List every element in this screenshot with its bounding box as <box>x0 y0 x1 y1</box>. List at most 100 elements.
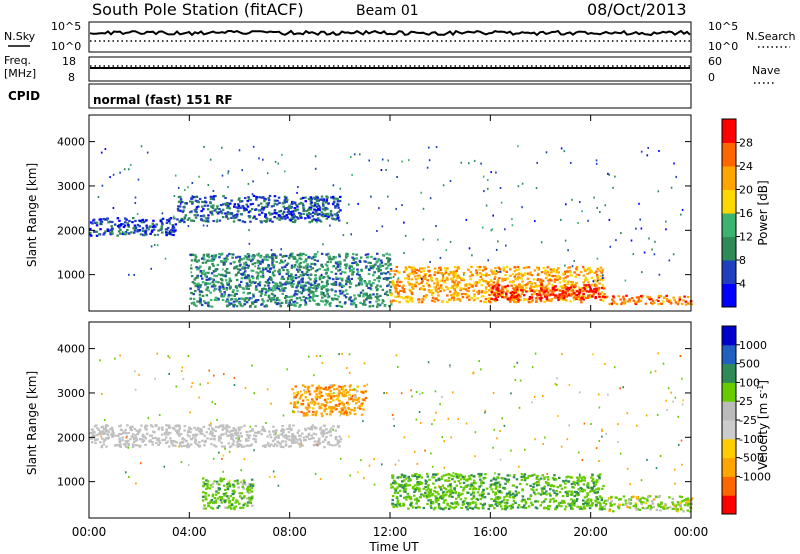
range-cell <box>446 503 449 507</box>
range-cell <box>216 207 219 210</box>
range-cell <box>547 508 550 511</box>
range-cell <box>390 303 393 306</box>
range-cell <box>229 506 232 509</box>
range-cell <box>110 433 113 437</box>
range-cell <box>202 269 205 272</box>
range-cell <box>493 284 497 287</box>
range-cell <box>166 431 169 434</box>
range-cell <box>231 290 235 294</box>
range-cell <box>206 502 210 505</box>
range-cell <box>517 295 521 298</box>
range-cell <box>598 477 601 480</box>
range-cell <box>496 271 500 274</box>
range-cell <box>395 287 398 290</box>
range-cell <box>212 437 215 440</box>
range-cell <box>675 175 677 178</box>
range-cell <box>439 279 443 282</box>
range-cell <box>533 269 537 272</box>
range-cell <box>202 507 205 510</box>
range-cell <box>348 266 351 270</box>
range-cell <box>196 274 199 277</box>
range-cell <box>276 444 279 447</box>
range-cell <box>104 148 107 150</box>
range-cell <box>273 195 277 198</box>
range-cell <box>427 492 430 495</box>
range-cell <box>442 184 445 187</box>
range-cell <box>166 219 169 222</box>
range-cell <box>212 204 215 207</box>
range-cell <box>518 284 522 287</box>
range-cell <box>235 265 239 268</box>
range-cell <box>407 507 410 510</box>
range-cell <box>334 197 337 200</box>
range-cell <box>288 301 291 304</box>
range-cell <box>221 174 224 177</box>
range-cell <box>441 276 445 279</box>
range-cell <box>578 291 581 294</box>
range-cell <box>381 288 385 291</box>
range-cell <box>269 298 273 301</box>
range-cell <box>462 489 465 492</box>
range-cell <box>252 437 255 441</box>
range-cell <box>229 213 232 216</box>
range-cell <box>326 394 330 397</box>
range-cell <box>452 287 456 290</box>
range-cell <box>552 489 555 492</box>
range-cell <box>493 270 496 273</box>
range-cell <box>521 280 524 283</box>
range-cell <box>306 266 309 269</box>
range-cell <box>544 269 548 272</box>
range-cell <box>582 502 585 505</box>
range-cell <box>622 297 626 301</box>
range-cell <box>153 244 156 246</box>
range-cell <box>141 438 144 441</box>
range-cell <box>179 198 183 201</box>
range-cell <box>415 271 418 274</box>
range-cell <box>229 202 232 205</box>
range-cell <box>478 279 481 282</box>
range-cell <box>572 296 576 299</box>
range-cell <box>241 267 244 270</box>
range-cell <box>247 287 250 290</box>
range-cell <box>436 291 440 294</box>
range-cell <box>599 266 603 269</box>
range-cell <box>301 444 304 447</box>
range-cell <box>457 292 460 295</box>
range-cell <box>308 299 312 302</box>
range-cell <box>248 488 251 492</box>
range-cell <box>405 295 408 298</box>
range-cell <box>300 258 303 261</box>
range-cell <box>191 182 194 184</box>
range-cell <box>245 203 248 206</box>
range-cell <box>344 301 347 304</box>
range-cell <box>593 483 596 486</box>
range-cell <box>267 201 271 205</box>
range-cell <box>492 499 496 502</box>
range-cell <box>320 211 323 214</box>
range-cell <box>329 427 333 430</box>
range-cell <box>333 218 336 221</box>
range-cell <box>441 287 444 290</box>
range-cell <box>282 211 286 214</box>
range-cell <box>566 290 569 293</box>
range-cell <box>141 229 145 232</box>
range-cell <box>424 276 427 279</box>
range-cell <box>350 277 353 280</box>
range-cell <box>504 287 508 290</box>
range-cell <box>586 503 589 506</box>
range-cell <box>112 173 115 176</box>
range-cell <box>571 281 574 284</box>
range-cell <box>484 280 487 283</box>
range-cell <box>359 276 362 279</box>
range-cell <box>249 203 253 206</box>
range-cell <box>672 253 675 256</box>
range-cell <box>348 411 352 414</box>
range-cell <box>360 404 363 407</box>
range-cell <box>336 395 340 398</box>
range-cell <box>269 436 273 439</box>
range-cell <box>217 281 220 284</box>
range-cell <box>321 440 325 443</box>
range-cell <box>241 273 245 276</box>
range-cell <box>259 294 263 297</box>
range-cell <box>419 270 423 273</box>
